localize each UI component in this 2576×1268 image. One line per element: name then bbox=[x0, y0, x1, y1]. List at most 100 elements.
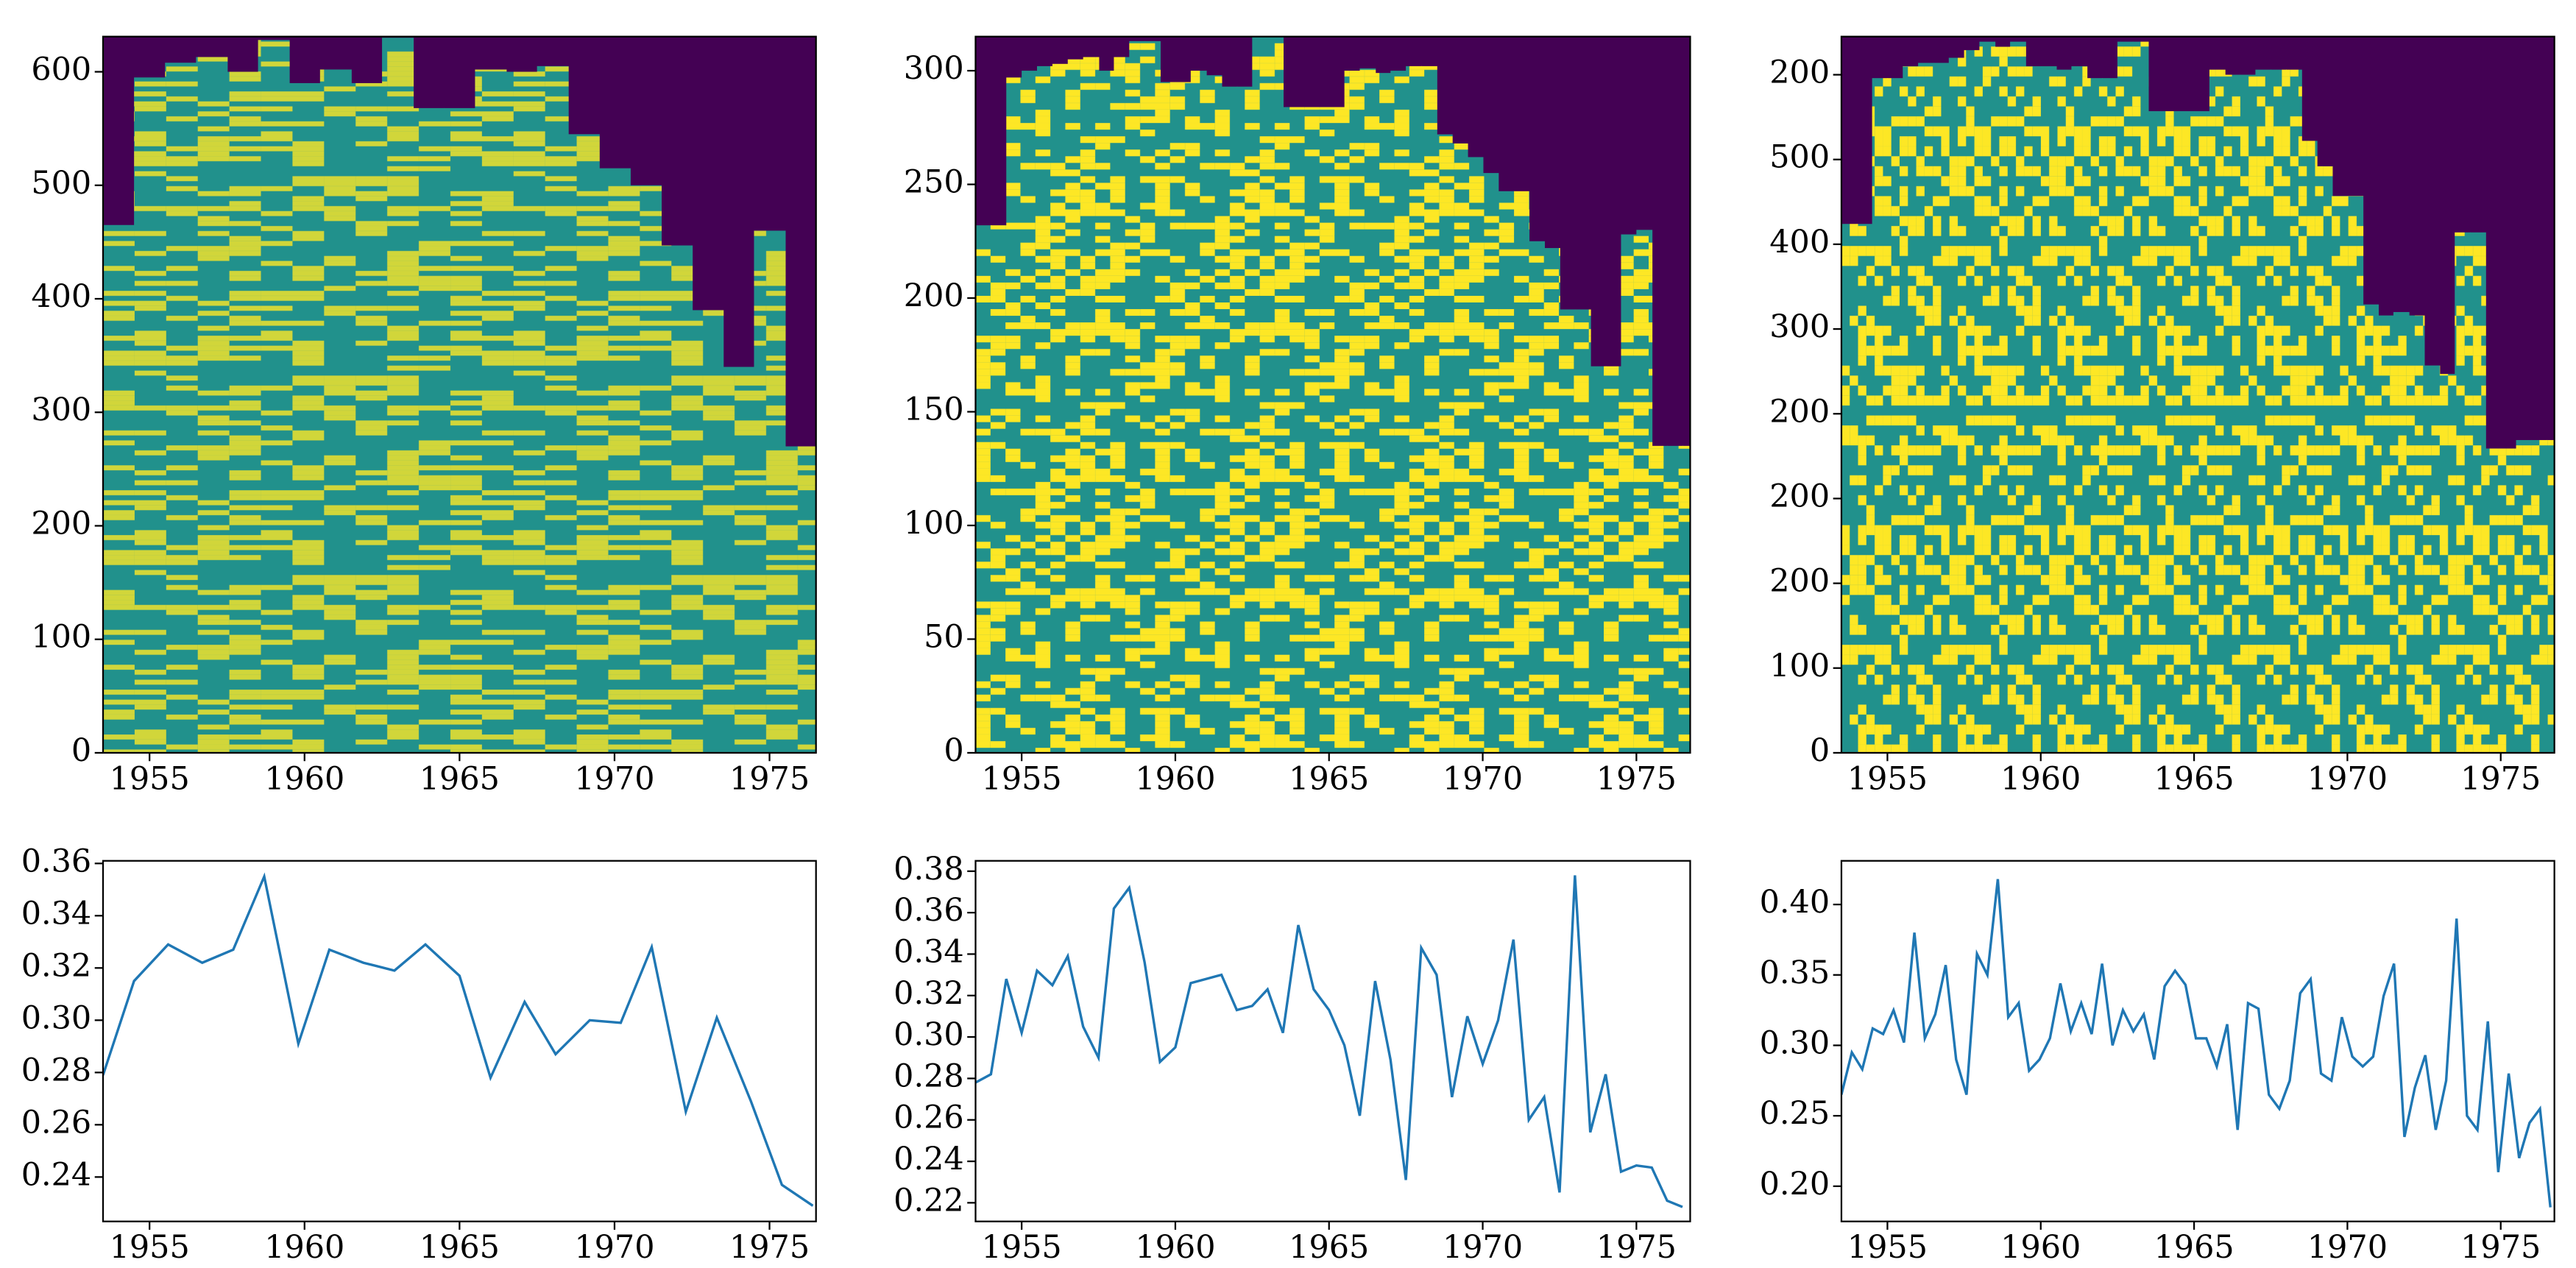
column bbox=[1605, 366, 1622, 753]
column bbox=[2301, 141, 2318, 753]
plot-area bbox=[1841, 36, 2555, 753]
column bbox=[227, 71, 259, 753]
column bbox=[1006, 77, 1023, 753]
column bbox=[2439, 374, 2456, 753]
column bbox=[1964, 50, 1981, 753]
column bbox=[567, 134, 600, 753]
x-tick-label: 1965 bbox=[2154, 1229, 2234, 1266]
column bbox=[1856, 224, 1873, 753]
x-tick-label: 1975 bbox=[729, 760, 810, 797]
y-tick-label: 400 bbox=[31, 278, 91, 315]
column bbox=[2347, 196, 2364, 753]
axes-frame bbox=[974, 35, 1691, 754]
plot-area bbox=[975, 36, 1691, 753]
y-tick-label: 0.32 bbox=[894, 975, 963, 1012]
y-tick-label: 300 bbox=[31, 392, 91, 428]
column bbox=[444, 107, 476, 753]
y-tick-label: 0.28 bbox=[21, 1052, 92, 1088]
column bbox=[475, 69, 507, 753]
column bbox=[2224, 74, 2241, 753]
y-tick-label: 0.26 bbox=[894, 1099, 963, 1136]
line bbox=[103, 872, 814, 1207]
y-tick-label: 200 bbox=[31, 505, 91, 542]
x-tick-label: 1970 bbox=[1443, 1229, 1523, 1266]
x-tick-label: 1975 bbox=[1596, 760, 1677, 797]
column bbox=[319, 69, 352, 753]
column bbox=[1918, 63, 1934, 753]
x-tick-label: 1955 bbox=[982, 1229, 1062, 1266]
x-tick-label: 1975 bbox=[2460, 1229, 2541, 1266]
y-tick-label: 0.34 bbox=[21, 895, 92, 932]
column bbox=[2286, 69, 2302, 753]
x-tick-label: 1960 bbox=[264, 760, 344, 797]
column bbox=[1344, 71, 1361, 753]
column bbox=[1872, 78, 1889, 753]
y-tick-label: 0.26 bbox=[21, 1104, 92, 1141]
column bbox=[2547, 439, 2555, 753]
y-tick-label: 300 bbox=[904, 50, 964, 87]
column bbox=[413, 107, 445, 753]
plot-area bbox=[103, 872, 814, 1207]
axes-frame bbox=[974, 860, 1691, 1222]
column bbox=[1995, 46, 2011, 753]
axes-frame bbox=[1840, 35, 2555, 754]
column bbox=[2316, 166, 2333, 753]
x-tick-label: 1960 bbox=[2000, 1229, 2081, 1266]
y-tick-label: 0.32 bbox=[21, 947, 92, 984]
y-tick-label: 0.28 bbox=[894, 1058, 963, 1094]
column bbox=[1221, 86, 1238, 753]
y-tick-label: 0.22 bbox=[894, 1182, 963, 1219]
column bbox=[2485, 448, 2502, 753]
column bbox=[196, 57, 228, 753]
column bbox=[2071, 66, 2088, 753]
x-tick-label: 1955 bbox=[1847, 1229, 1928, 1266]
y-tick-label: 200 bbox=[1769, 563, 1830, 600]
column bbox=[1574, 309, 1591, 753]
column bbox=[598, 168, 631, 753]
y-tick-label: 300 bbox=[1769, 308, 1830, 345]
x-tick-label: 1965 bbox=[420, 1229, 500, 1266]
column bbox=[2255, 69, 2272, 753]
column bbox=[1252, 36, 1269, 753]
column bbox=[2040, 66, 2057, 753]
y-tick-label: 50 bbox=[924, 618, 964, 655]
column bbox=[537, 65, 569, 753]
y-tick-label: 0.38 bbox=[894, 851, 963, 888]
y-tick-label: 150 bbox=[904, 392, 964, 428]
x-tick-label: 1965 bbox=[420, 760, 500, 797]
column bbox=[1933, 63, 1950, 753]
y-tick-label: 0.35 bbox=[1760, 954, 1830, 991]
column bbox=[1498, 191, 1515, 753]
column bbox=[506, 71, 538, 753]
column bbox=[1529, 241, 1545, 753]
y-tick-label: 400 bbox=[1769, 224, 1830, 261]
column bbox=[630, 185, 662, 753]
column bbox=[289, 82, 321, 753]
column bbox=[1083, 57, 1100, 753]
column bbox=[692, 310, 724, 753]
x-tick-label: 1965 bbox=[1289, 1229, 1369, 1266]
y-tick-label: 0.25 bbox=[1760, 1095, 1830, 1132]
column bbox=[1390, 71, 1407, 753]
column bbox=[2102, 78, 2118, 753]
y-tick-label: 0.24 bbox=[21, 1156, 92, 1193]
column bbox=[2087, 78, 2103, 753]
column bbox=[350, 82, 383, 753]
y-tick-label: 0.30 bbox=[21, 999, 92, 1036]
column bbox=[103, 224, 135, 753]
column bbox=[2132, 41, 2149, 753]
column bbox=[723, 366, 755, 753]
line bbox=[1841, 879, 2552, 1208]
column bbox=[1682, 445, 1691, 753]
y-tick-label: 0.20 bbox=[1760, 1166, 1830, 1203]
column bbox=[1298, 107, 1314, 753]
column bbox=[2424, 365, 2441, 753]
column bbox=[975, 225, 992, 753]
column bbox=[754, 230, 786, 753]
column bbox=[1467, 157, 1484, 753]
column bbox=[1421, 65, 1437, 753]
column bbox=[1436, 134, 1453, 753]
column bbox=[1903, 66, 1919, 753]
column bbox=[1098, 71, 1115, 753]
